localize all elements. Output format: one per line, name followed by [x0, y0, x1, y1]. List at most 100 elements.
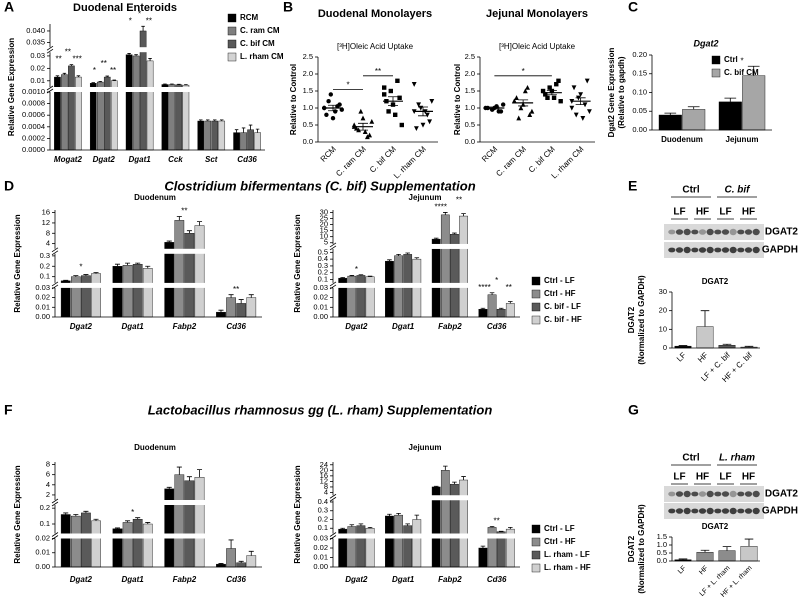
x-tick-label: Dgat1 — [128, 155, 151, 164]
y-tick-label: 1.5 — [465, 86, 475, 95]
error-bar — [135, 262, 141, 265]
axis-break-mark — [51, 498, 59, 504]
bar — [412, 519, 422, 568]
bar — [142, 523, 153, 568]
blot-band-label: DGAT2 — [765, 489, 799, 500]
x-tick-label: Mogat2 — [54, 155, 83, 164]
section-title: Lactobacillus rhamnosus gg (L. rham) Sup… — [148, 402, 493, 417]
legend-label: C. bif - LF — [544, 302, 581, 311]
point — [416, 102, 422, 108]
bar — [356, 275, 366, 318]
bar — [233, 132, 240, 151]
y-tick-label: 2.0 — [303, 69, 313, 78]
error-bar — [489, 106, 500, 110]
error-bar — [396, 253, 401, 256]
axis-break — [329, 533, 520, 539]
error-bar — [405, 252, 410, 255]
point — [328, 92, 333, 97]
error-bar — [241, 127, 246, 133]
y-tick-label: 12 — [320, 476, 328, 485]
y-tick-label: 0.2 — [40, 503, 50, 512]
point — [573, 112, 579, 118]
x-tick-label: HF — [698, 565, 710, 577]
axis-break-mark — [51, 250, 59, 256]
bar — [356, 525, 366, 568]
bar — [347, 526, 357, 568]
axis-break — [51, 282, 262, 288]
y-tick-label: 1.5 — [657, 532, 667, 541]
error-bar — [206, 119, 210, 121]
error-bar — [127, 53, 131, 55]
y-axis-label: Relative Gene Expression — [293, 214, 302, 312]
x-tick-label: Fabp2 — [438, 322, 462, 331]
bar — [61, 74, 68, 151]
y-tick-label: 20 — [320, 220, 328, 229]
chart-title: Duodenal Monolayers — [318, 8, 432, 20]
point — [413, 126, 419, 132]
y-tick-label: 1.0 — [657, 540, 667, 549]
point — [326, 99, 331, 104]
bar — [385, 260, 394, 318]
bar — [184, 233, 195, 318]
error-bar — [219, 119, 224, 121]
blot-group: Ctrl — [682, 453, 699, 464]
error-bar — [125, 262, 131, 266]
legend-label: C. ram CM — [240, 26, 280, 35]
x-tick-label: Dgat2 — [345, 322, 368, 331]
point — [358, 108, 364, 114]
y-axis-label: Relative Gene Expression — [293, 465, 302, 563]
point — [571, 85, 577, 91]
significance: **** — [435, 203, 447, 212]
bar — [718, 550, 736, 562]
error-bar — [176, 216, 182, 221]
y-tick-label: 0.00 — [313, 312, 328, 321]
error-bar — [166, 486, 172, 489]
x-tick-label: Cd36 — [487, 322, 507, 331]
error-bar — [722, 546, 732, 551]
axis-break-mark — [51, 532, 59, 537]
axis-break-mark — [329, 281, 337, 287]
y-tick-label: 16 — [42, 208, 50, 217]
bar — [742, 75, 766, 131]
y-tick-label: 0.040 — [26, 26, 45, 35]
point — [382, 85, 387, 90]
bar — [184, 480, 195, 568]
blot-band — [706, 507, 714, 515]
point — [556, 78, 561, 83]
bar — [254, 132, 261, 151]
point — [525, 84, 530, 90]
blot-band — [706, 246, 714, 254]
blot-band — [744, 247, 753, 253]
error-bar — [480, 545, 486, 548]
error-bar — [145, 265, 151, 269]
bar — [459, 215, 468, 318]
y-tick-label: 4 — [46, 480, 50, 489]
axis-break-mark — [329, 245, 337, 251]
bar — [478, 547, 488, 568]
y-tick-label: 0.02 — [313, 543, 328, 552]
blot-band — [668, 508, 676, 514]
point — [543, 92, 548, 97]
error-bar — [396, 512, 401, 516]
error-bar — [452, 232, 457, 235]
error-bar — [176, 466, 182, 475]
y-tick-label: 0.0 — [465, 137, 475, 146]
blot-band — [744, 508, 753, 514]
point — [397, 95, 402, 100]
y-tick-label: 2.0 — [465, 69, 475, 78]
y-tick-label: 15 — [320, 226, 328, 235]
bar — [459, 479, 468, 568]
point — [353, 125, 359, 131]
error-bar — [255, 128, 260, 133]
y-tick-label: 0.0002 — [22, 133, 45, 142]
bar — [431, 238, 441, 318]
legend-swatch — [531, 276, 541, 286]
error-bar — [105, 75, 109, 78]
point — [382, 92, 387, 97]
error-bar — [518, 99, 529, 107]
y-axis-label: Relative to Control — [289, 64, 298, 135]
y-axis-label: (Normalized to GAPDH) — [637, 504, 646, 594]
y-tick-label: 0.5 — [657, 548, 667, 557]
y-tick-label: 0.3 — [318, 506, 328, 515]
significance: ** — [375, 67, 381, 76]
